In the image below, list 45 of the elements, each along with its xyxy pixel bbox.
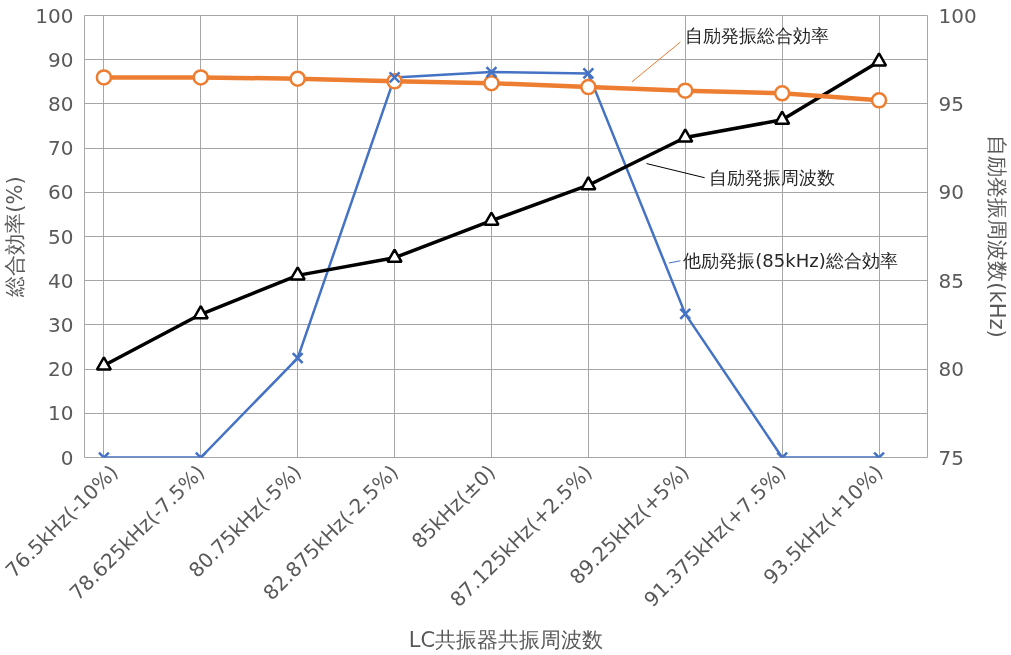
y2-tick-label: 90	[938, 180, 964, 205]
point	[580, 175, 597, 191]
legend-label: 他励発振(85kHz)総合効率	[683, 250, 898, 272]
y-tick-label: 40	[48, 268, 74, 293]
point	[485, 65, 498, 79]
y-tick-label: 60	[48, 180, 74, 205]
point	[291, 351, 304, 365]
y-tick-label: 90	[48, 47, 74, 72]
y-tick-label: 70	[48, 136, 74, 161]
y-tick-label: 100	[35, 3, 74, 28]
y2-tick-label: 100	[938, 3, 977, 28]
y-tick-label: 0	[60, 445, 74, 470]
legend-label: 自励発振周波数	[709, 167, 836, 189]
point	[582, 67, 595, 80]
y2-tick-label: 85	[938, 268, 964, 293]
point	[773, 85, 791, 102]
y-axis-title: 総合効率(%)	[3, 176, 28, 298]
point	[192, 69, 210, 86]
point	[677, 82, 694, 99]
y2-axis-title: 自励発振周波数(kHz)	[984, 135, 1009, 338]
point	[95, 69, 113, 86]
point	[386, 248, 403, 264]
y-tick-label: 30	[48, 312, 74, 337]
point	[580, 78, 597, 96]
text: 自励発振総合効率	[685, 24, 830, 46]
y-tick-label: 50	[48, 224, 74, 249]
point	[388, 71, 401, 84]
y2-tick-label: 95	[938, 91, 964, 116]
y2-tick-label: 75	[938, 445, 964, 470]
x-axis-title: LC共振器共振周波数	[408, 628, 604, 653]
y-tick-label: 80	[48, 91, 74, 116]
point	[483, 74, 500, 92]
point	[192, 304, 210, 320]
point	[95, 356, 113, 371]
point	[677, 128, 694, 143]
point	[289, 266, 306, 281]
y2-tick-label: 80	[938, 357, 964, 382]
point	[289, 70, 306, 87]
y-tick-label: 20	[48, 357, 74, 382]
point	[679, 307, 692, 321]
point	[870, 92, 888, 109]
point	[870, 52, 888, 67]
point	[773, 110, 791, 126]
point	[483, 211, 500, 226]
y-tick-label: 10	[48, 401, 74, 426]
